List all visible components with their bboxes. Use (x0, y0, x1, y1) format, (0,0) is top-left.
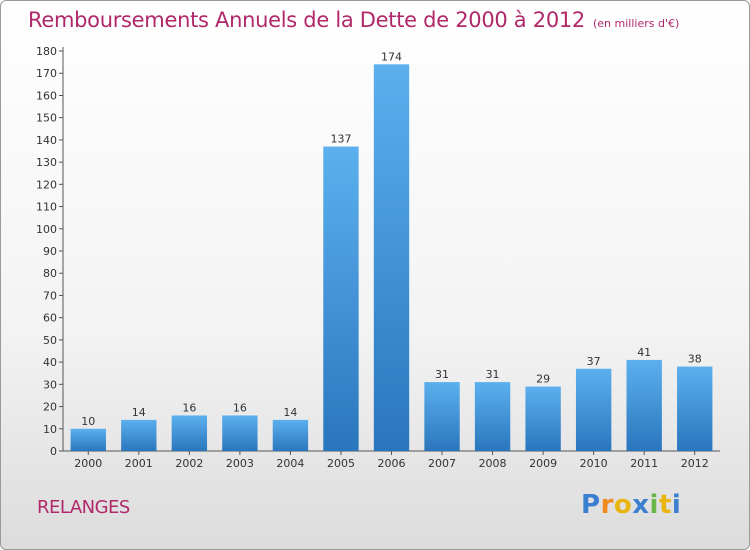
chart-bars (70, 64, 713, 452)
y-tick-label: 150 (36, 112, 57, 125)
bar-2007 (424, 382, 460, 451)
x-tick-label-2012: 2012 (681, 457, 709, 470)
data-label-2011: 41 (637, 346, 651, 359)
x-tick-label-2009: 2009 (529, 457, 557, 470)
y-tick-label: 30 (43, 378, 57, 391)
x-tick-label-2010: 2010 (580, 457, 608, 470)
brand-letter: t (658, 490, 672, 520)
x-tick-label-2000: 2000 (74, 457, 102, 470)
location-name: RELANGES (37, 497, 130, 518)
data-label-2006: 174 (381, 50, 402, 63)
data-label-2001: 14 (132, 406, 146, 419)
data-label-2012: 38 (688, 353, 702, 366)
x-tick-label-2005: 2005 (327, 457, 355, 470)
chart-labels: 2000 10 2001 14 2002 16 2003 16 2004 14 2005 137 200… (74, 50, 708, 470)
x-tick-label-2011: 2011 (630, 457, 658, 470)
bar-2006 (373, 64, 410, 452)
y-tick-label: 180 (36, 45, 57, 58)
y-tick-label: 130 (36, 156, 57, 169)
bar-2008 (474, 382, 511, 451)
data-label-2009: 29 (536, 373, 550, 386)
bar-2003 (222, 415, 258, 451)
data-label-2004: 14 (283, 406, 297, 419)
x-tick-label-2004: 2004 (276, 457, 304, 470)
y-tick-label: 170 (36, 67, 57, 80)
bar-2012 (677, 366, 713, 451)
y-tick-label: 120 (36, 178, 57, 191)
data-label-2007: 31 (435, 368, 449, 381)
brand-letter: i (649, 490, 659, 520)
bar-2002 (171, 415, 208, 451)
bar-2011 (626, 359, 662, 451)
y-tick-label: 160 (36, 89, 57, 102)
brand-logo: Proxiti (581, 490, 681, 520)
y-tick-label: 110 (36, 201, 57, 214)
brand-letter: x (632, 490, 650, 520)
chart-axes: 0 10 20 30 40 50 60 70 80 90 100 110 120 130 140 150 160… (36, 45, 720, 458)
y-tick-label: 100 (36, 223, 57, 236)
brand-letter: P (581, 490, 601, 520)
y-tick-label: 60 (43, 312, 57, 325)
brand-letter: o (613, 490, 633, 520)
y-tick-label: 10 (43, 423, 57, 436)
x-tick-label-2008: 2008 (479, 457, 507, 470)
bar-2009 (525, 386, 561, 451)
data-label-2010: 37 (587, 355, 601, 368)
bar-2005 (323, 146, 359, 452)
y-tick-label: 20 (43, 401, 57, 414)
bar-2004 (272, 419, 309, 451)
data-label-2003: 16 (233, 401, 247, 414)
x-tick-label-2007: 2007 (428, 457, 456, 470)
chart-title: Remboursements Annuels de la Dette de 20… (28, 8, 679, 32)
chart-title-text: Remboursements Annuels de la Dette de 20… (28, 8, 585, 32)
data-label-2000: 10 (81, 415, 95, 428)
chart-unit: (en milliers d'€) (593, 17, 680, 30)
x-tick-label-2006: 2006 (378, 457, 406, 470)
data-label-2005: 137 (330, 133, 351, 146)
bar-2000 (70, 428, 106, 451)
y-tick-label: 40 (43, 356, 57, 369)
x-tick-label-2001: 2001 (125, 457, 153, 470)
data-label-2008: 31 (486, 368, 500, 381)
bar-2001 (121, 419, 157, 451)
y-tick-label: 80 (43, 267, 57, 280)
x-tick-label-2002: 2002 (175, 457, 203, 470)
data-label-2002: 16 (182, 401, 196, 414)
bar-2010 (575, 368, 612, 451)
brand-letter: i (671, 490, 682, 520)
y-tick-label: 50 (43, 334, 57, 347)
x-tick-label-2003: 2003 (226, 457, 254, 470)
brand-letter: r (600, 490, 614, 520)
y-tick-label: 70 (43, 289, 57, 302)
y-tick-label: 90 (43, 245, 57, 258)
y-tick-label: 140 (36, 134, 57, 147)
y-tick-label: 0 (50, 445, 57, 458)
